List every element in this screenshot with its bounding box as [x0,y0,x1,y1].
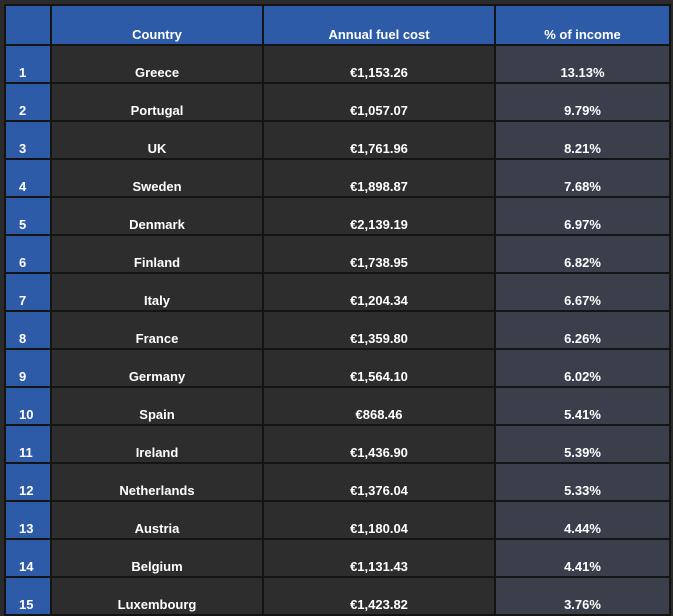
table-row: 6 Finland €1,738.95 6.82% [4,234,671,274]
rank-column-header [4,4,52,46]
annual-fuel-cost-cell: €1,153.26 [262,44,496,84]
rank-cell: 6 [4,234,52,274]
rank-cell: 11 [4,424,52,464]
table-row: 3 UK €1,761.96 8.21% [4,120,671,160]
annual-fuel-cost-cell: €1,564.10 [262,348,496,388]
percent-of-income-cell: 5.41% [494,386,671,426]
rank-cell: 10 [4,386,52,426]
annual-fuel-cost-cell: €1,376.04 [262,462,496,502]
table-body: 1 Greece €1,153.26 13.13% 2 Portugal €1,057.07… [4,44,671,616]
percent-of-income-cell: 4.44% [494,500,671,540]
table-row: 1 Greece €1,153.26 13.13% [4,44,671,84]
annual-fuel-cost-cell: €1,423.82 [262,576,496,616]
percent-of-income-cell: 6.02% [494,348,671,388]
country-cell: Belgium [50,538,264,578]
annual-fuel-cost-column-header: Annual fuel cost [262,4,496,46]
country-cell: Austria [50,500,264,540]
fuel-cost-table-container: Country Annual fuel cost % of income 1 Gr… [4,4,671,616]
country-cell: Italy [50,272,264,312]
table-row: 14 Belgium €1,131.43 4.41% [4,538,671,578]
annual-fuel-cost-cell: €1,761.96 [262,120,496,160]
country-cell: Portugal [50,82,264,122]
rank-cell: 8 [4,310,52,350]
table-row: 4 Sweden €1,898.87 7.68% [4,158,671,198]
rank-cell: 1 [4,44,52,84]
country-column-header: Country [50,4,264,46]
percent-of-income-cell: 6.82% [494,234,671,274]
country-cell: Finland [50,234,264,274]
rank-cell: 4 [4,158,52,198]
annual-fuel-cost-cell: €1,204.34 [262,272,496,312]
annual-fuel-cost-cell: €1,057.07 [262,82,496,122]
country-cell: Luxembourg [50,576,264,616]
annual-fuel-cost-cell: €1,898.87 [262,158,496,198]
country-cell: Sweden [50,158,264,198]
country-cell: Greece [50,44,264,84]
table-row: 15 Luxembourg €1,423.82 3.76% [4,576,671,616]
country-cell: Netherlands [50,462,264,502]
percent-of-income-cell: 13.13% [494,44,671,84]
table-row: 9 Germany €1,564.10 6.02% [4,348,671,388]
rank-cell: 7 [4,272,52,312]
table-row: 11 Ireland €1,436.90 5.39% [4,424,671,464]
table-row: 12 Netherlands €1,376.04 5.33% [4,462,671,502]
table-row: 13 Austria €1,180.04 4.44% [4,500,671,540]
percent-of-income-cell: 8.21% [494,120,671,160]
rank-cell: 3 [4,120,52,160]
percent-of-income-cell: 5.33% [494,462,671,502]
percent-of-income-cell: 9.79% [494,82,671,122]
rank-cell: 9 [4,348,52,388]
table-header-row: Country Annual fuel cost % of income [4,4,671,46]
percent-of-income-column-header: % of income [494,4,671,46]
rank-cell: 5 [4,196,52,236]
rank-cell: 14 [4,538,52,578]
annual-fuel-cost-cell: €1,436.90 [262,424,496,464]
country-cell: Germany [50,348,264,388]
country-cell: Ireland [50,424,264,464]
annual-fuel-cost-cell: €1,180.04 [262,500,496,540]
annual-fuel-cost-cell: €1,131.43 [262,538,496,578]
annual-fuel-cost-cell: €2,139.19 [262,196,496,236]
percent-of-income-cell: 5.39% [494,424,671,464]
percent-of-income-cell: 4.41% [494,538,671,578]
table-row: 10 Spain €868.46 5.41% [4,386,671,426]
percent-of-income-cell: 7.68% [494,158,671,198]
rank-cell: 15 [4,576,52,616]
percent-of-income-cell: 6.26% [494,310,671,350]
rank-cell: 13 [4,500,52,540]
percent-of-income-cell: 6.67% [494,272,671,312]
annual-fuel-cost-cell: €1,359.80 [262,310,496,350]
fuel-cost-table: Country Annual fuel cost % of income 1 Gr… [4,4,671,616]
table-row: 2 Portugal €1,057.07 9.79% [4,82,671,122]
rank-cell: 12 [4,462,52,502]
annual-fuel-cost-cell: €1,738.95 [262,234,496,274]
percent-of-income-cell: 3.76% [494,576,671,616]
table-row: 5 Denmark €2,139.19 6.97% [4,196,671,236]
country-cell: Spain [50,386,264,426]
country-cell: UK [50,120,264,160]
table-row: 8 France €1,359.80 6.26% [4,310,671,350]
country-cell: France [50,310,264,350]
rank-cell: 2 [4,82,52,122]
table-row: 7 Italy €1,204.34 6.67% [4,272,671,312]
percent-of-income-cell: 6.97% [494,196,671,236]
annual-fuel-cost-cell: €868.46 [262,386,496,426]
country-cell: Denmark [50,196,264,236]
